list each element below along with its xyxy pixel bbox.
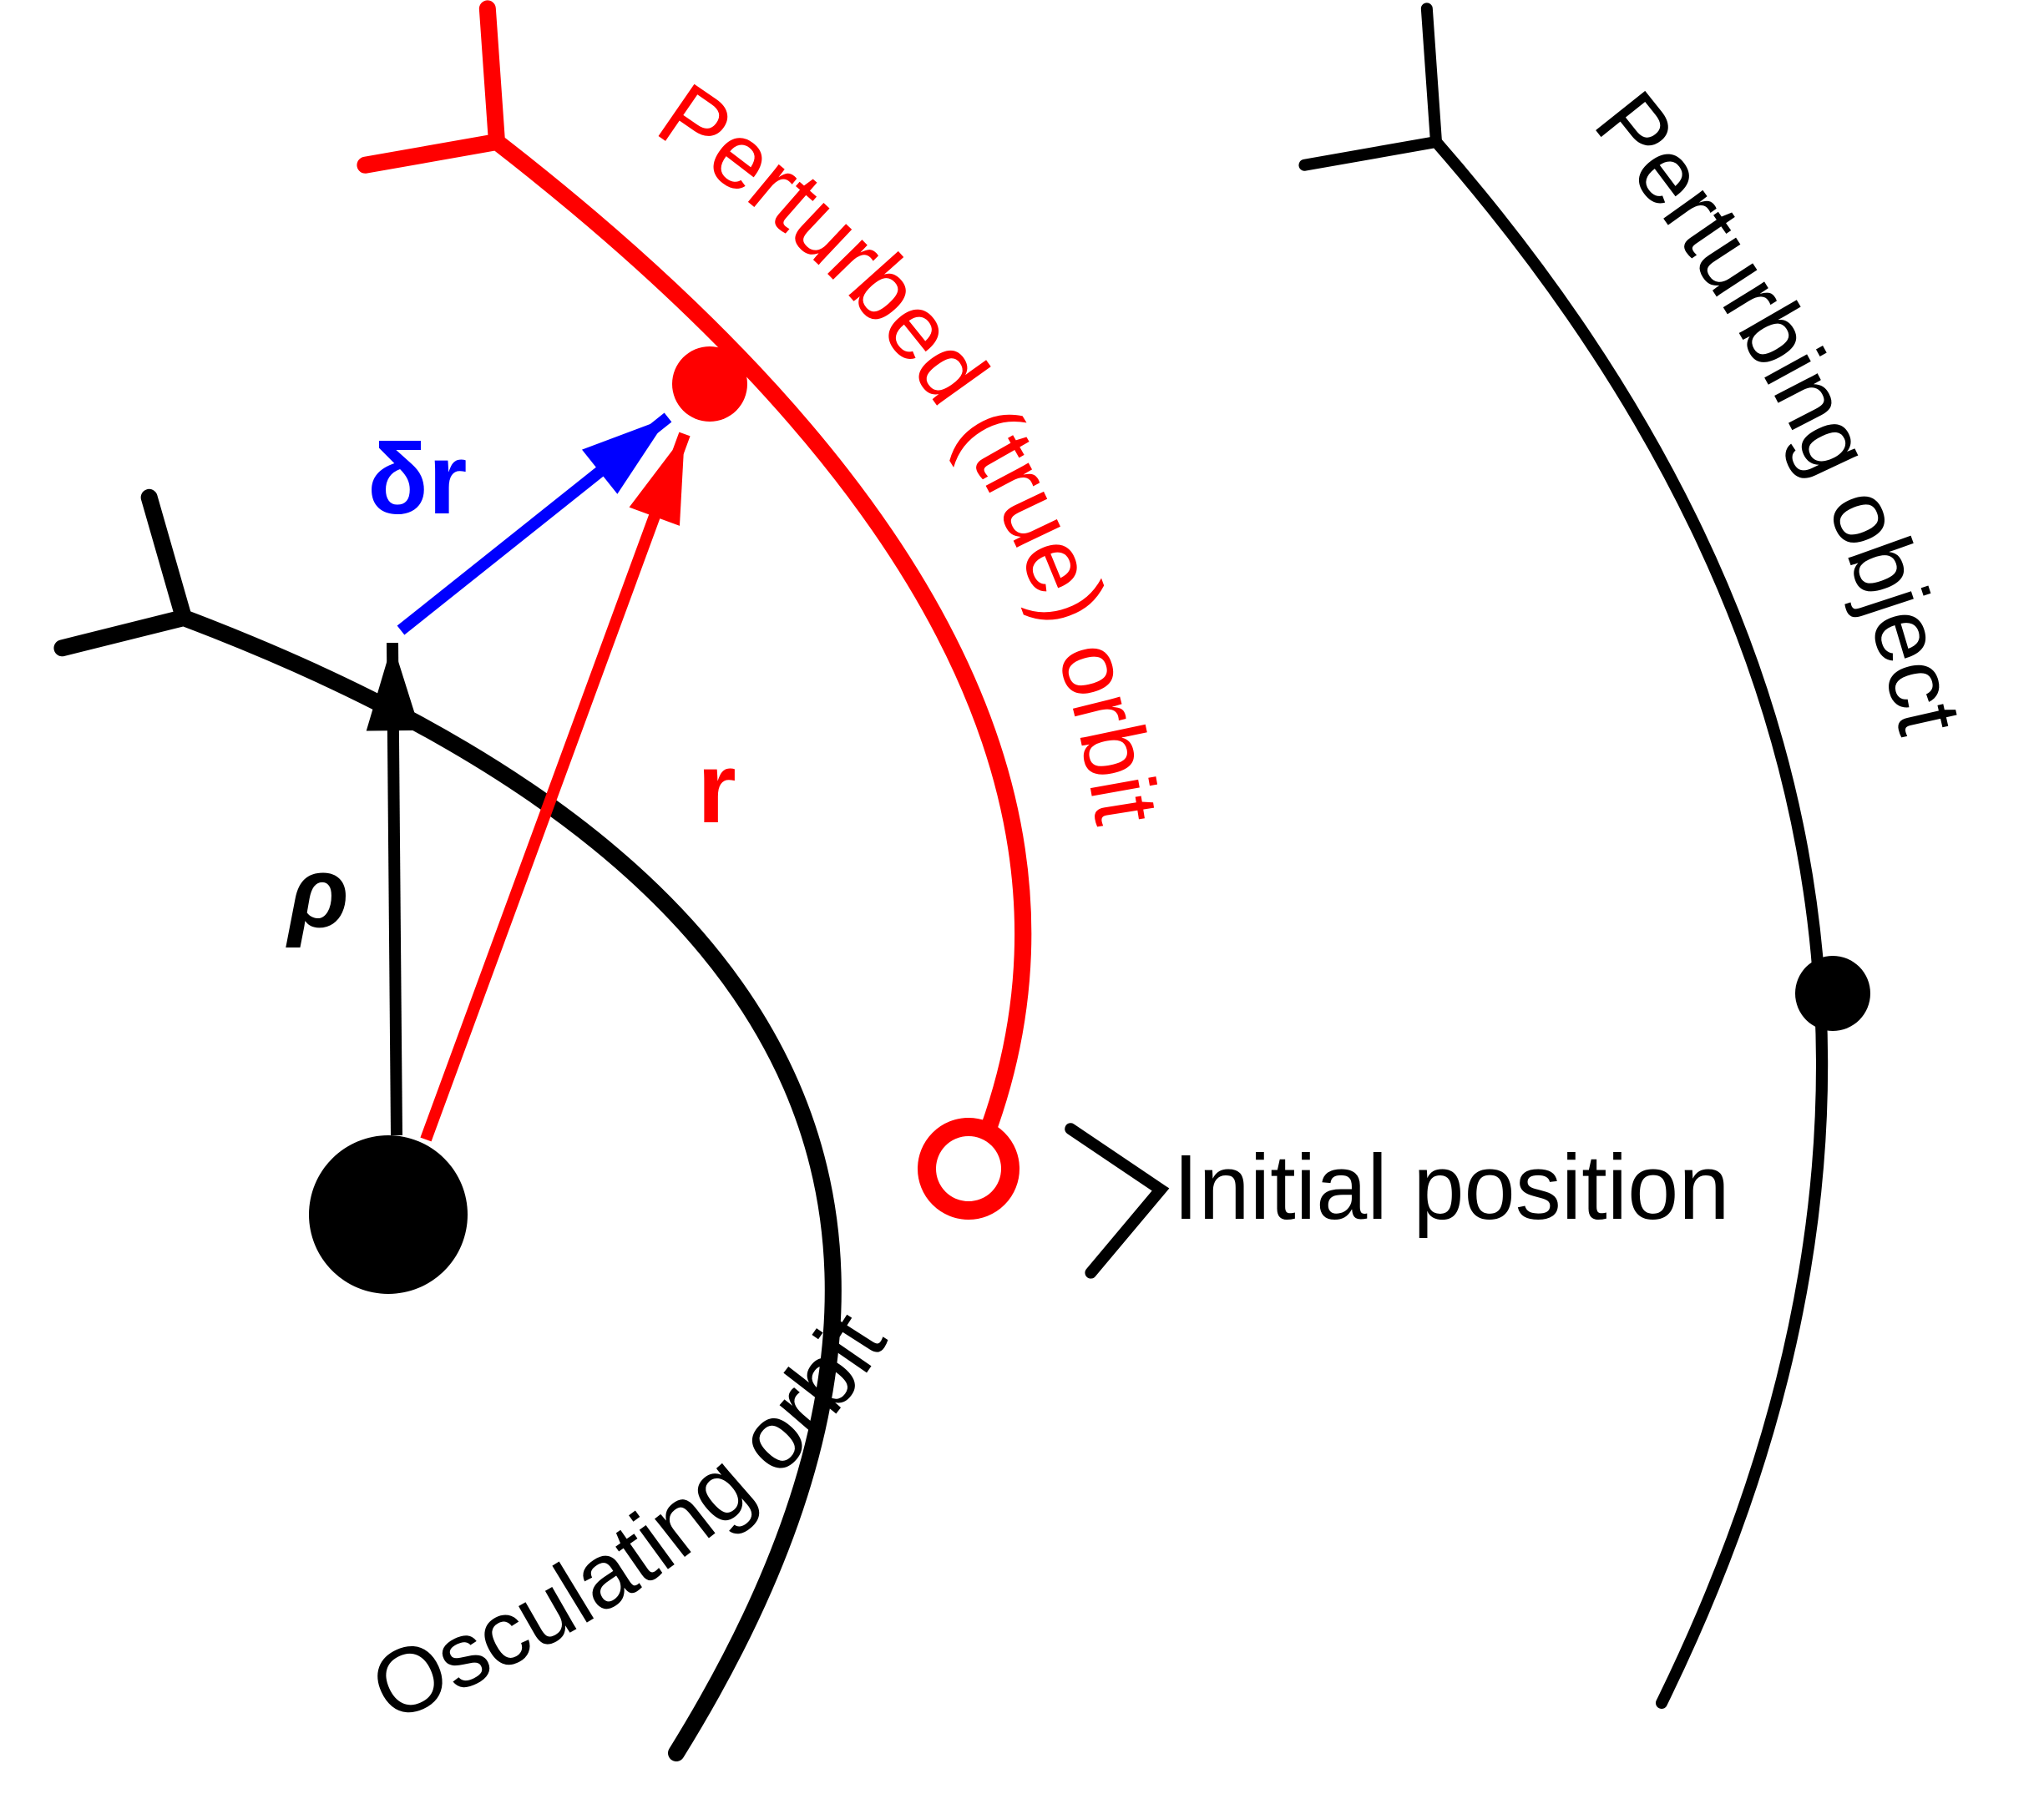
perturbed-orbit-arrowhead: [365, 8, 497, 164]
initial-position-marker-icon: [927, 1127, 1010, 1210]
delta-r-label: δr: [367, 423, 467, 535]
r-label: r: [697, 732, 736, 844]
initial-position-indicator-arrowhead: [1070, 1129, 1161, 1272]
osculating-orbit-label: Osculating orbit: [357, 1295, 906, 1741]
osculating-orbit-arrowhead: [62, 498, 184, 648]
central-body-dot-icon: [309, 1135, 468, 1294]
r-vector-line: [426, 434, 685, 1139]
initial-position-label: Initial position: [1173, 1136, 1730, 1239]
true-position-dot-icon: [672, 346, 747, 422]
rho-vector-arrowhead: [367, 643, 420, 730]
perturbed-orbit-label: Perturbed (true) orbit: [641, 63, 1179, 831]
perturbing-body-dot-icon: [1795, 956, 1870, 1031]
rho-label: ρ: [286, 836, 349, 948]
perturbing-orbit-arrowhead: [1304, 8, 1436, 164]
